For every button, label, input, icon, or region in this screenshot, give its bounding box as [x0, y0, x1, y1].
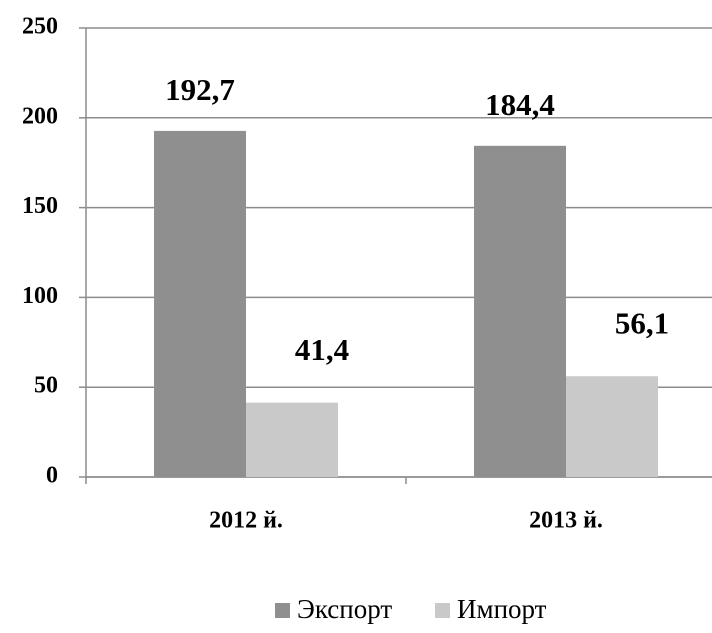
bar	[154, 130, 246, 477]
legend-label: Экспорт	[297, 594, 392, 624]
bar	[474, 145, 566, 477]
value-label: 192,7	[165, 72, 235, 107]
bar	[566, 376, 658, 477]
y-tick-label: 100	[22, 283, 58, 309]
x-tick-label: 2012 й.	[209, 508, 283, 534]
x-tick-label: 2013 й.	[529, 508, 603, 534]
bar	[246, 402, 338, 477]
legend-swatch	[275, 603, 290, 618]
y-tick-label: 200	[22, 103, 58, 129]
legend-label: Импорт	[457, 594, 547, 624]
y-tick-label: 0	[46, 463, 58, 489]
value-label: 184,4	[485, 87, 555, 122]
value-label: 56,1	[615, 305, 669, 340]
value-label: 41,4	[295, 332, 349, 367]
y-tick-label: 50	[34, 373, 58, 399]
y-tick-label: 250	[22, 14, 58, 40]
legend-swatch	[435, 603, 450, 618]
y-tick-label: 150	[22, 193, 58, 219]
